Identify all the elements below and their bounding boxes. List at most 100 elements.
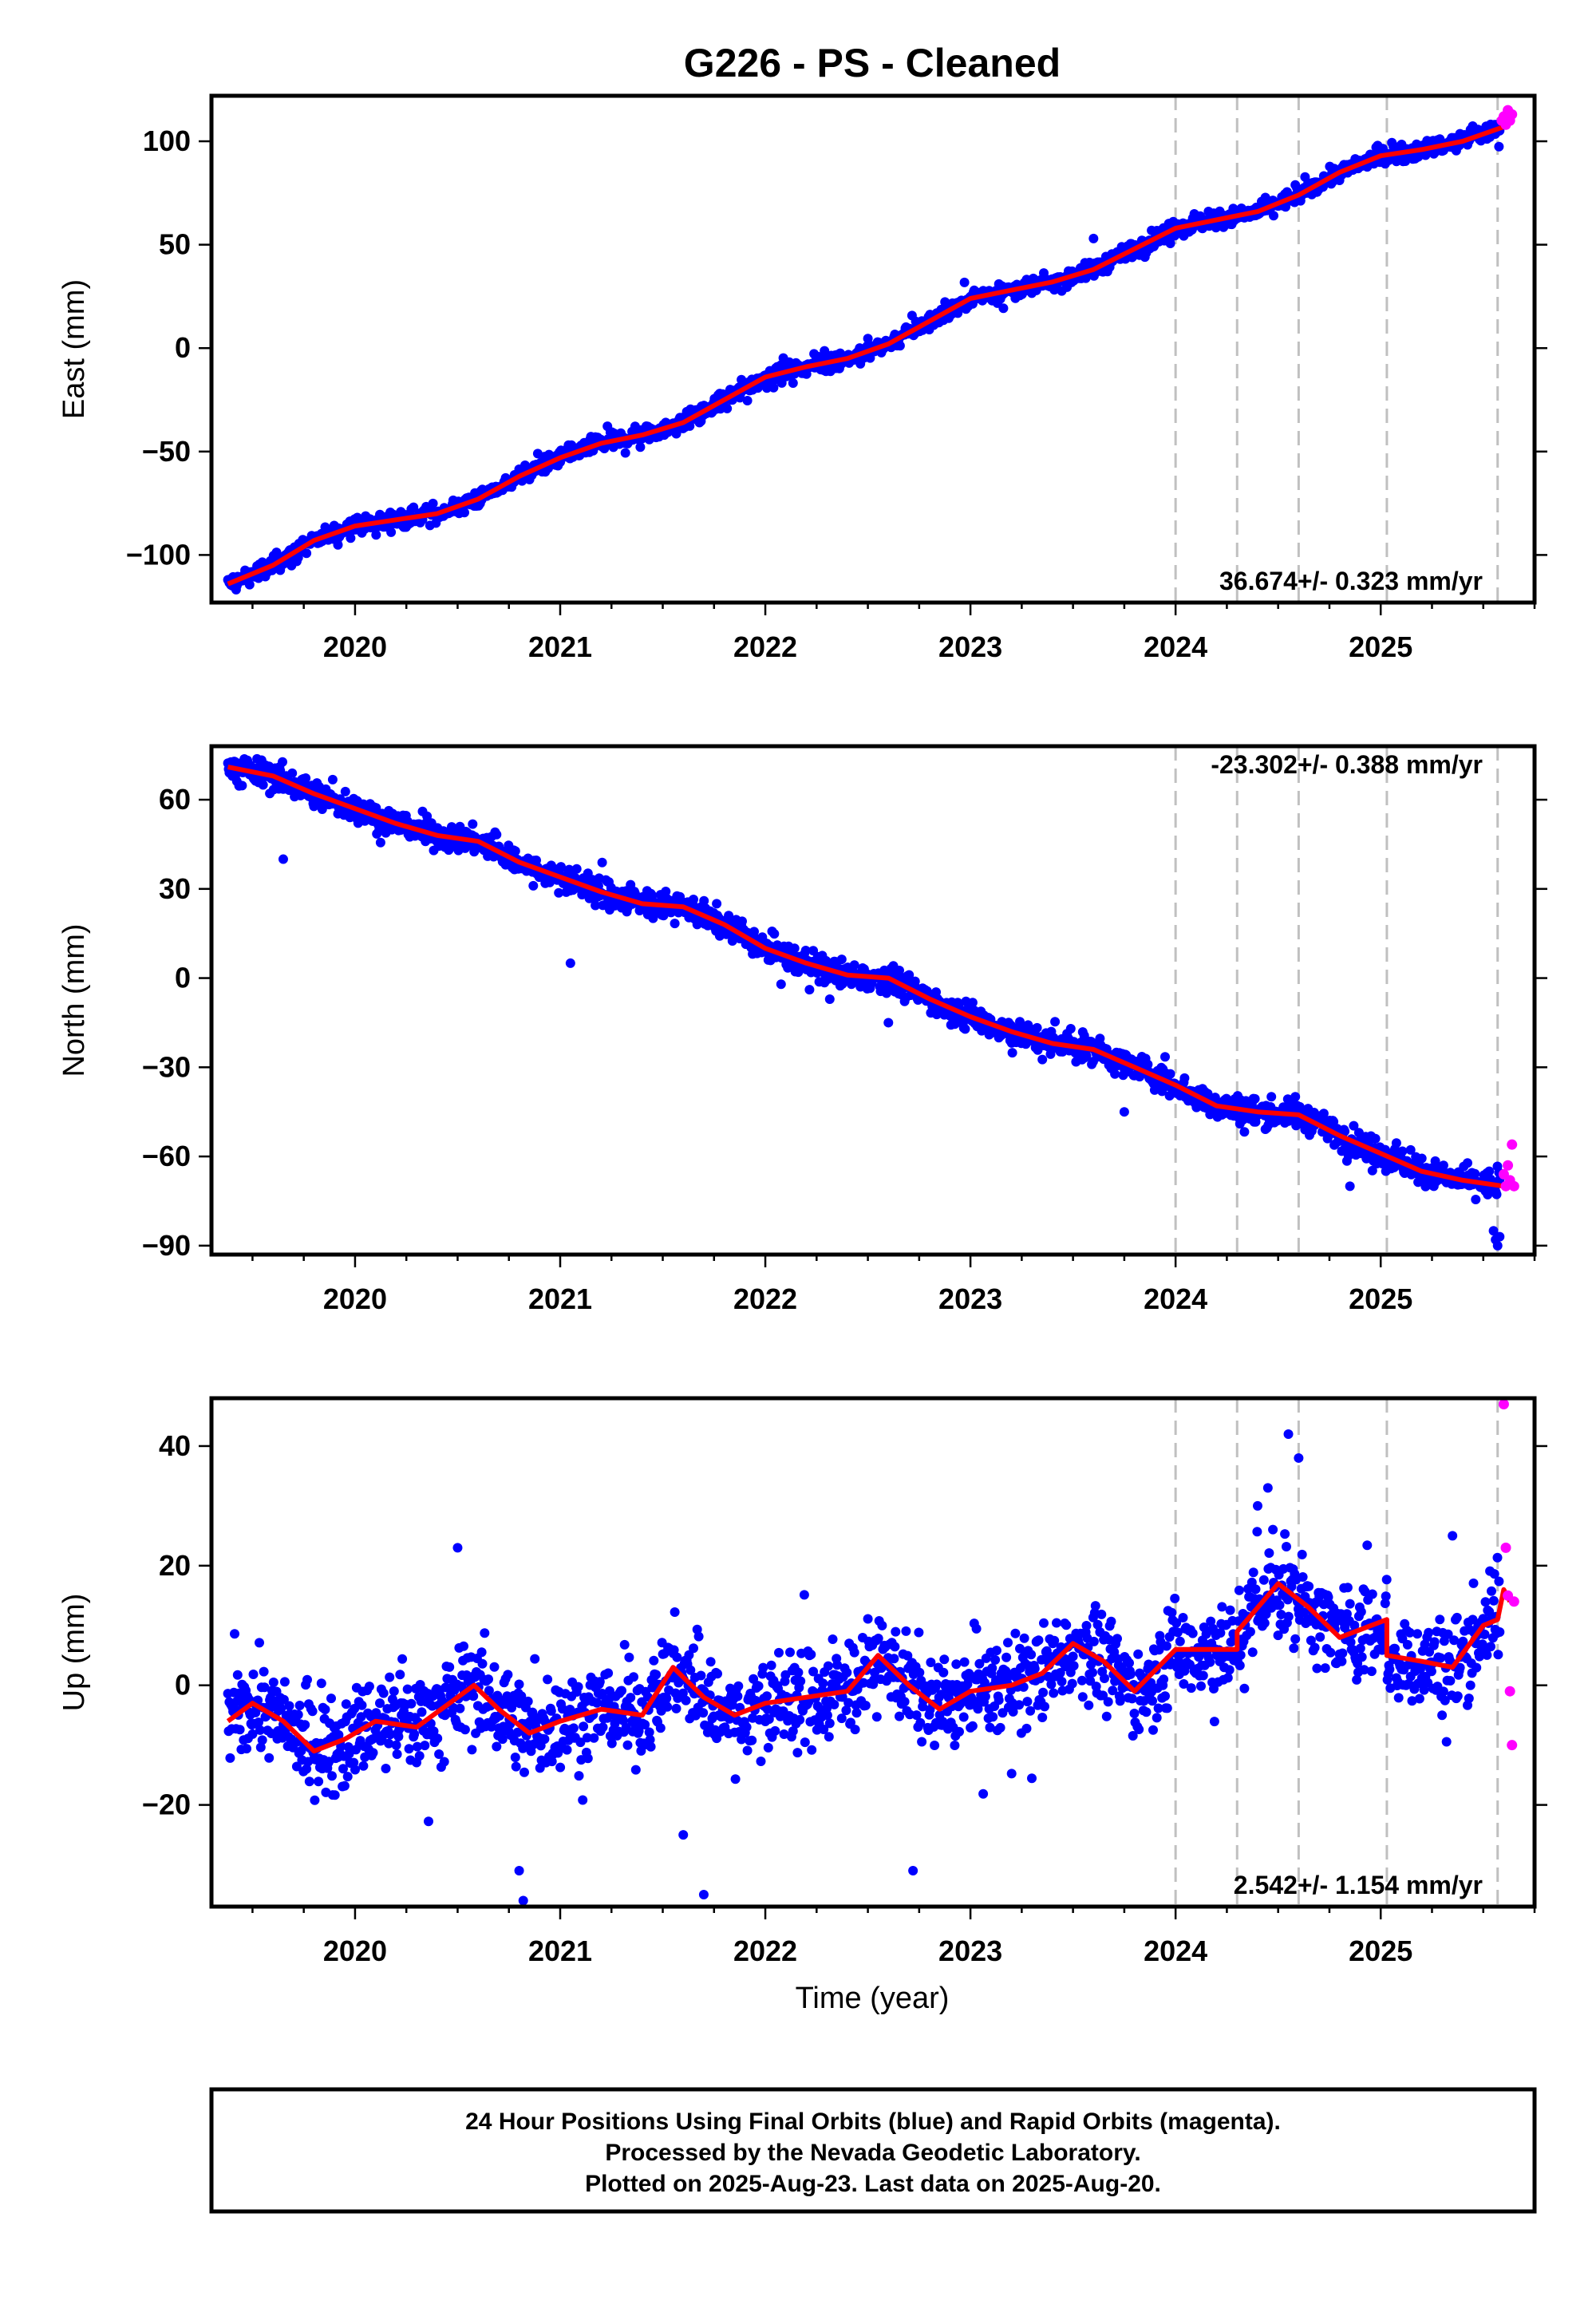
up-point (378, 1688, 389, 1698)
up-point (1167, 1607, 1177, 1618)
up-point (342, 1772, 353, 1782)
up-point (651, 1670, 662, 1680)
up-point (578, 1795, 588, 1805)
north-point (237, 781, 247, 791)
up-point (1068, 1651, 1078, 1662)
up-point (915, 1717, 926, 1728)
north-ytick-label: 60 (159, 783, 191, 816)
up-point (1245, 1626, 1255, 1637)
north-point (967, 998, 978, 1008)
up-point (1069, 1661, 1079, 1671)
up-point (455, 1703, 465, 1713)
up-point (1234, 1585, 1244, 1595)
north-outlier-point (565, 958, 575, 968)
up-point (1153, 1703, 1163, 1713)
up-point (547, 1757, 557, 1767)
north-point (1050, 1017, 1061, 1027)
up-point (640, 1720, 650, 1729)
up-point (818, 1678, 828, 1689)
up-point (1282, 1542, 1291, 1551)
up-point (350, 1765, 360, 1775)
up-point (393, 1732, 404, 1741)
north-point (1165, 1069, 1175, 1079)
north-rate-label: -23.302+/- 0.388 mm/yr (1211, 750, 1483, 779)
up-point (747, 1735, 757, 1745)
north-ylabel: North (mm) (57, 923, 91, 1077)
up-point (1186, 1683, 1196, 1694)
up-point (603, 1668, 614, 1678)
up-point (1264, 1548, 1274, 1558)
up-point (645, 1734, 655, 1745)
north-point (1318, 1109, 1329, 1119)
up-point (796, 1676, 806, 1686)
up-point (1003, 1638, 1013, 1648)
up-point (510, 1753, 520, 1762)
up-point (1026, 1650, 1037, 1660)
up-point (622, 1740, 633, 1750)
north-point (789, 943, 800, 954)
up-point (284, 1701, 294, 1711)
east-point (302, 548, 312, 559)
up-point (823, 1661, 833, 1671)
up-point (1055, 1668, 1065, 1678)
north-point (954, 1000, 964, 1010)
up-point (255, 1742, 266, 1753)
up-point (468, 1691, 479, 1701)
up-point (391, 1740, 401, 1750)
north-final-orbit-points (223, 753, 1505, 1251)
up-point (1206, 1616, 1216, 1626)
north-ytick-label: 30 (159, 872, 191, 905)
up-point (630, 1765, 641, 1775)
up-point (807, 1745, 817, 1755)
up-point (294, 1701, 305, 1710)
up-point (860, 1701, 871, 1710)
up-point (327, 1771, 337, 1781)
north-point (327, 774, 338, 785)
north-rapid-orbit-point (1507, 1139, 1518, 1150)
north-point (1032, 1022, 1042, 1033)
up-point (433, 1733, 443, 1744)
north-point (1007, 1048, 1017, 1058)
up-point (1084, 1700, 1094, 1710)
up-point (1092, 1619, 1103, 1630)
up-point (1106, 1616, 1116, 1626)
up-point (819, 1725, 829, 1734)
up-point (980, 1691, 990, 1701)
north-outlier-point (883, 1018, 894, 1028)
up-point (951, 1659, 962, 1670)
north-ytick-label: −90 (142, 1229, 191, 1262)
up-point (279, 1694, 289, 1705)
north-xtick-label: 2021 (528, 1282, 592, 1315)
north-point (1179, 1073, 1190, 1083)
up-point (395, 1670, 405, 1680)
up-point (1057, 1677, 1067, 1686)
up-point (406, 1698, 417, 1709)
east-point (722, 403, 733, 413)
up-point (1148, 1725, 1158, 1735)
up-point (304, 1777, 314, 1787)
up-point (1247, 1647, 1258, 1658)
north-point (571, 864, 582, 874)
north-point (882, 988, 891, 998)
up-point (843, 1697, 854, 1708)
east-xtick-label: 2020 (323, 630, 387, 663)
up-point (930, 1741, 940, 1750)
up-point (891, 1626, 901, 1637)
up-point (1196, 1681, 1206, 1691)
up-point (1159, 1674, 1169, 1685)
north-point (1471, 1195, 1481, 1204)
north-point (1160, 1052, 1170, 1062)
up-point (420, 1741, 430, 1751)
up-point (417, 1707, 427, 1717)
up-point (644, 1727, 654, 1737)
north-point (1416, 1153, 1427, 1164)
north-xtick-label: 2025 (1349, 1282, 1412, 1315)
up-point (579, 1721, 589, 1732)
up-point (788, 1726, 798, 1737)
north-point (1065, 1024, 1076, 1034)
up-point (689, 1643, 698, 1654)
up-point (264, 1753, 275, 1763)
up-point (268, 1678, 279, 1687)
up-point (850, 1725, 860, 1735)
